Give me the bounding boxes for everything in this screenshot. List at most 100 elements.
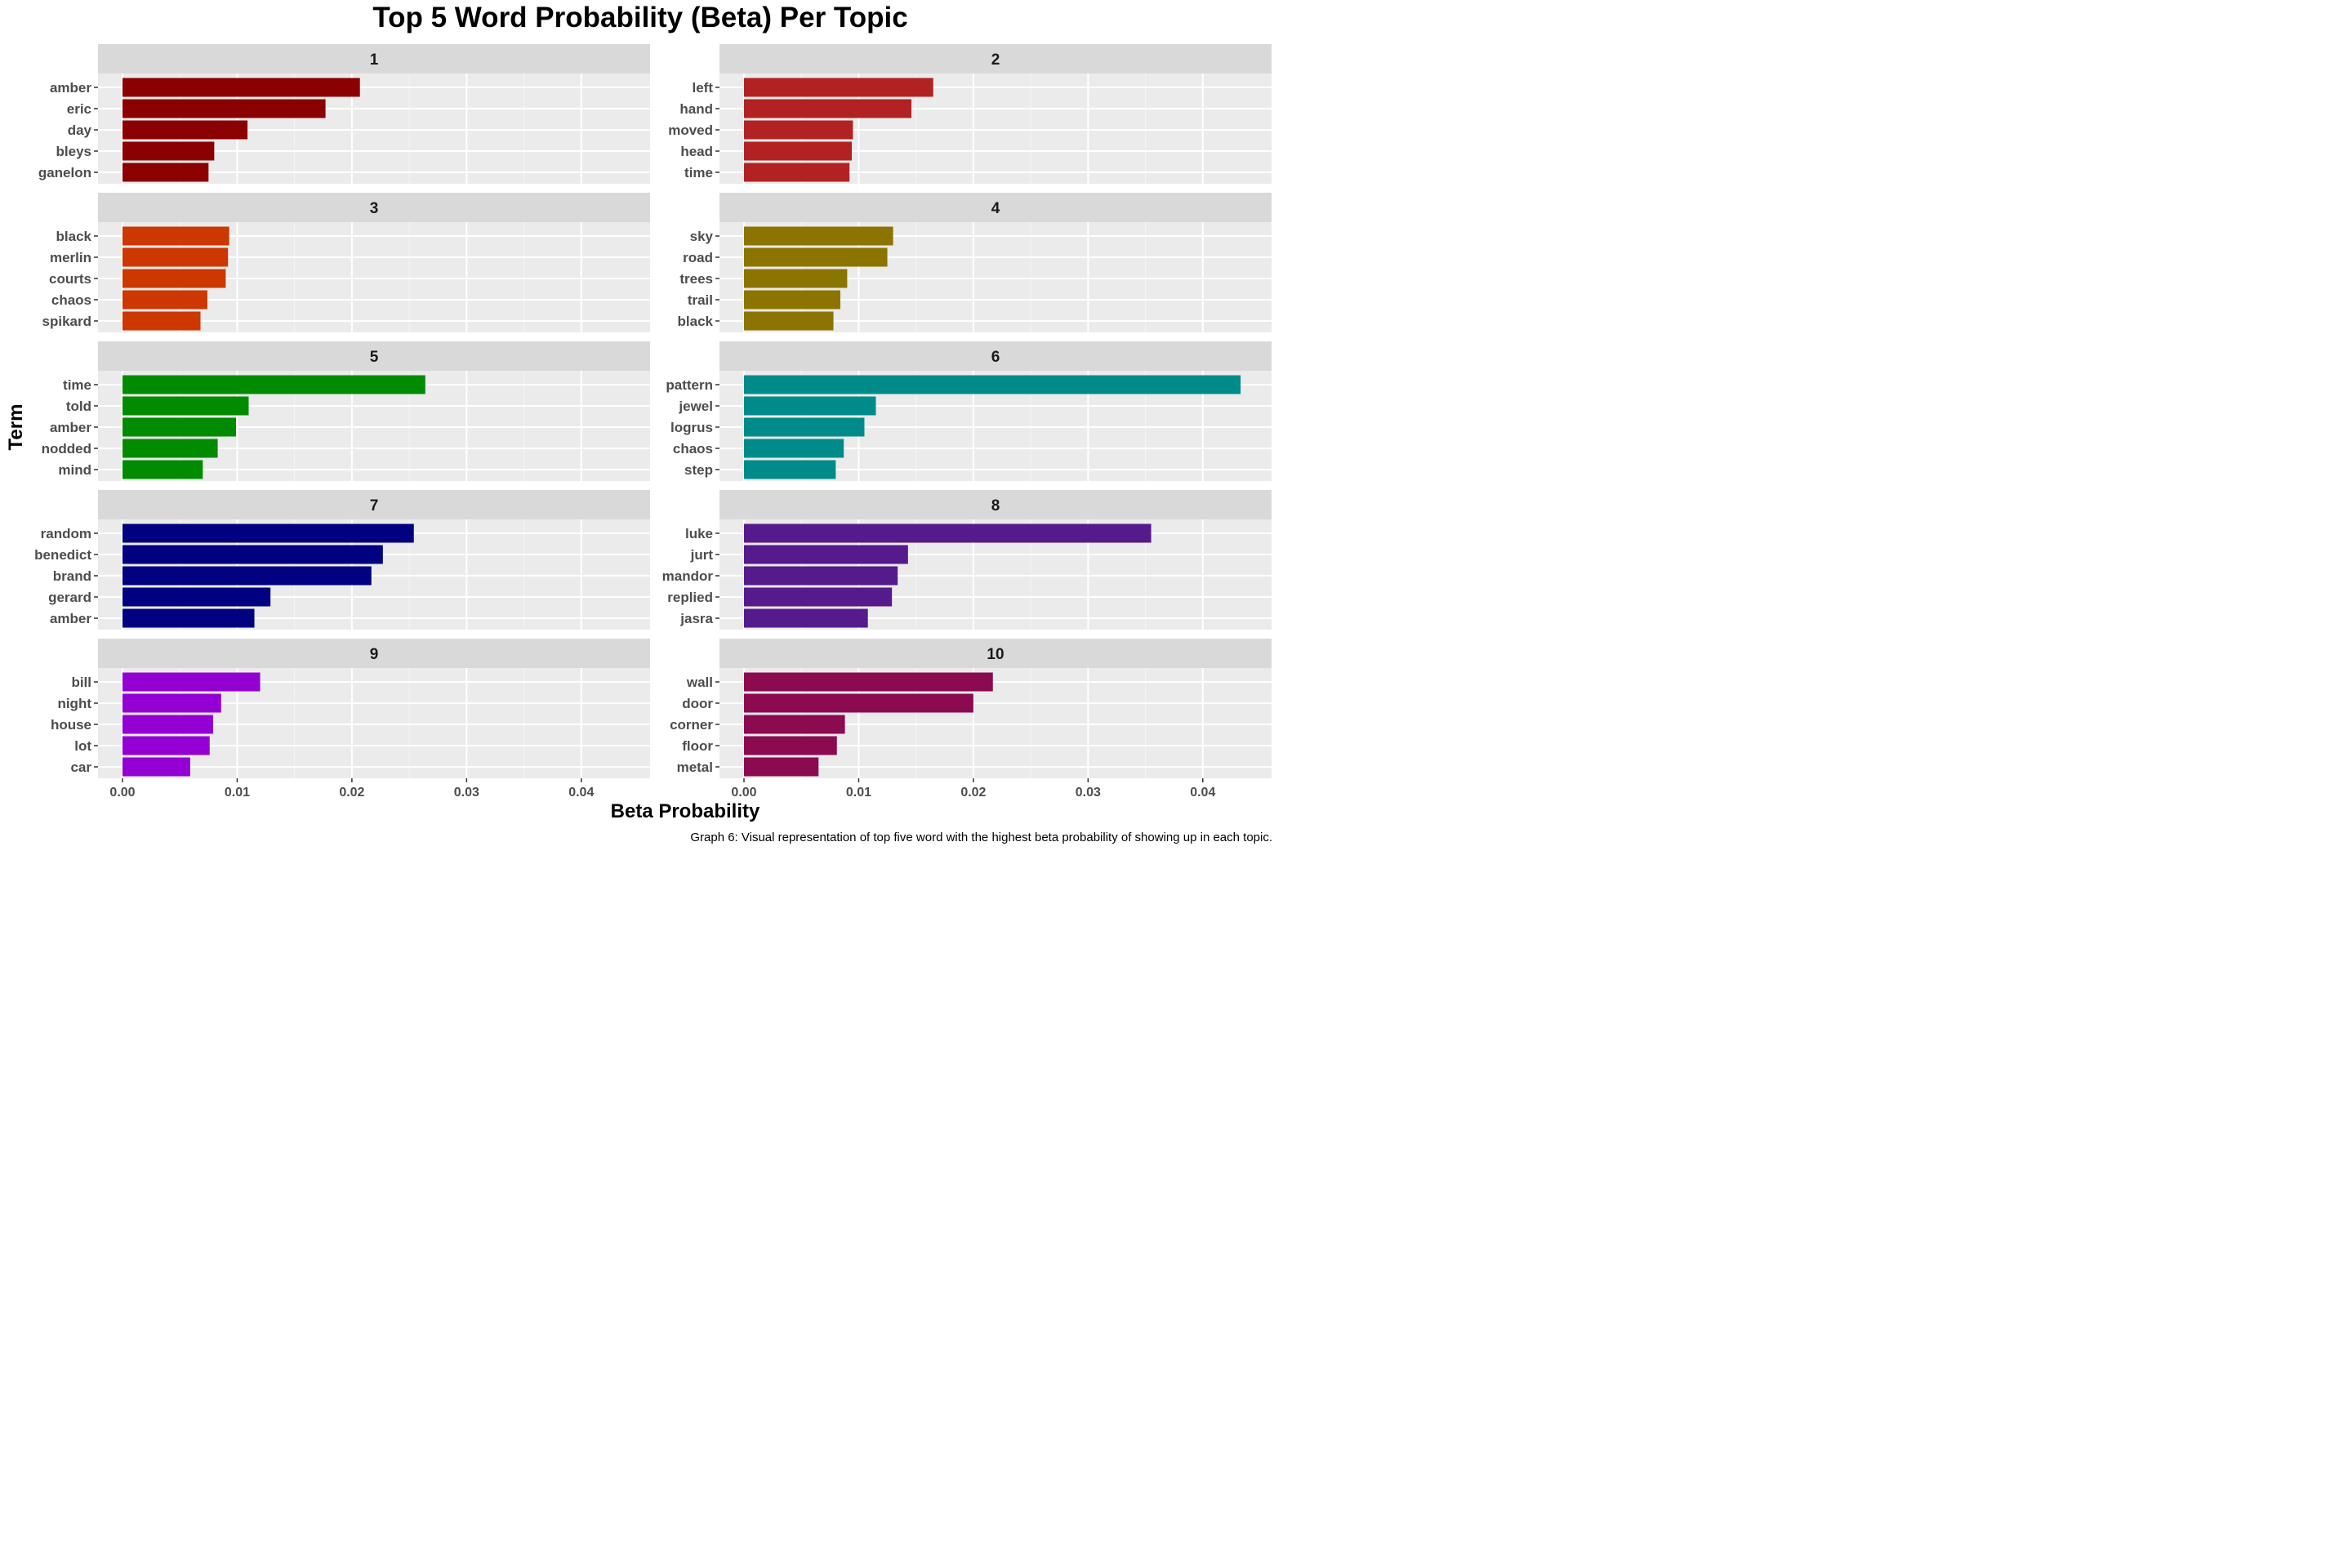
bar-corner [744, 715, 845, 734]
term-label: logrus [670, 420, 713, 435]
term-label: amber [50, 611, 91, 626]
term-label: road [683, 250, 713, 265]
facet-strip-8 [719, 490, 1272, 519]
bar-brand [122, 566, 372, 586]
bar-bleys [122, 141, 215, 161]
bar-luke [744, 523, 1152, 543]
term-label: sky [690, 229, 714, 244]
bar-car [122, 757, 190, 777]
bar-ganelon [122, 163, 209, 182]
facet-strip-label: 2 [991, 51, 1000, 69]
bar-jewel [744, 396, 876, 416]
facet-strip-7 [98, 490, 650, 519]
facet-panel-4: 4 sky road trees trail black [678, 193, 1272, 332]
facet-strip-10 [719, 639, 1272, 668]
bar-day [122, 120, 248, 140]
term-label: step [684, 462, 713, 478]
term-label: benedict [34, 547, 91, 563]
term-label: left [693, 80, 714, 96]
term-label: metal [677, 760, 713, 775]
facet-strip-9 [98, 639, 650, 668]
bar-random [122, 523, 414, 543]
bar-left [744, 78, 933, 97]
facet-panel-1: 1 amber eric day bleys ganelon [38, 44, 650, 184]
term-label: time [63, 377, 91, 393]
term-label: bleys [56, 144, 91, 159]
facet-strip-label: 6 [991, 349, 1000, 366]
facet-strip-5 [98, 341, 650, 371]
bar-road [744, 247, 888, 267]
facet-strip-label: 3 [370, 200, 379, 217]
bar-sky [744, 226, 893, 246]
x-tick-label: 0.00 [731, 786, 756, 800]
term-label: random [41, 526, 91, 541]
term-label: corner [670, 717, 713, 733]
bar-eric [122, 99, 326, 118]
term-label: amber [50, 80, 91, 96]
term-label: floor [682, 738, 713, 754]
term-label: mind [58, 462, 91, 478]
facet-panel-5: 5 time told amber nodded mind [42, 341, 650, 481]
term-label: car [70, 760, 91, 775]
term-label: jurt [690, 547, 714, 563]
bar-jurt [744, 545, 908, 564]
facet-strip-label: 4 [991, 200, 1000, 217]
term-label: day [68, 122, 92, 138]
bar-time [744, 163, 850, 182]
bar-mandor [744, 566, 898, 586]
bar-step [744, 460, 836, 479]
facet-panel-6: 6 pattern jewel logrus chaos step [666, 341, 1272, 481]
term-label: lot [74, 738, 91, 754]
term-label: trail [688, 292, 713, 308]
bar-told [122, 396, 249, 416]
bar-time [122, 375, 425, 394]
bar-gerard [122, 587, 271, 607]
term-label: jasra [679, 611, 713, 626]
facet-panel-7: 7 random benedict brand gerard amber [34, 490, 650, 630]
faceted-bar-chart: 1 amber eric day bleys ganelon 2 left hand moved h… [34, 44, 1272, 800]
facet-strip-6 [719, 341, 1272, 371]
term-label: merlin [50, 250, 91, 265]
x-tick-label: 0.01 [225, 786, 250, 800]
bar-replied [744, 587, 893, 607]
facet-strip-2 [719, 44, 1272, 74]
facet-strip-label: 8 [991, 497, 1000, 514]
bar-benedict [122, 545, 383, 564]
facet-panel-3: 3 black merlin courts chaos spikard [42, 193, 650, 332]
facet-strip-label: 5 [370, 349, 379, 366]
x-tick-label: 0.04 [1190, 786, 1215, 800]
bar-floor [744, 736, 837, 755]
bar-hand [744, 99, 912, 118]
bar-nodded [122, 439, 218, 458]
facet-panel-2: 2 left hand moved head time [668, 44, 1272, 184]
term-label: mandor [662, 568, 714, 584]
term-label: chaos [51, 292, 91, 308]
term-label: wall [686, 675, 713, 690]
bar-wall [744, 672, 993, 692]
term-label: amber [50, 420, 91, 435]
bar-amber [122, 78, 360, 97]
facet-strip-label: 7 [370, 497, 379, 514]
term-label: moved [668, 122, 713, 138]
bar-moved [744, 120, 853, 140]
term-label: night [57, 696, 91, 711]
term-label: trees [679, 271, 713, 287]
bar-pattern [744, 375, 1241, 394]
x-tick-label: 0.03 [454, 786, 479, 800]
term-label: time [684, 165, 713, 180]
x-tick-label: 0.00 [109, 786, 135, 800]
bar-amber [122, 608, 255, 628]
bar-trail [744, 290, 840, 310]
bar-jasra [744, 608, 868, 628]
bar-night [122, 693, 221, 713]
term-label: told [66, 399, 91, 414]
x-tick-label: 0.04 [568, 786, 594, 800]
term-label: ganelon [38, 165, 91, 180]
term-label: door [682, 696, 713, 711]
bar-house [122, 715, 213, 734]
term-label: chaos [673, 441, 713, 457]
term-label: spikard [42, 314, 91, 329]
chart-title: Top 5 Word Probability (Beta) Per Topic [372, 2, 908, 33]
bar-door [744, 693, 973, 713]
bar-lot [122, 736, 210, 755]
